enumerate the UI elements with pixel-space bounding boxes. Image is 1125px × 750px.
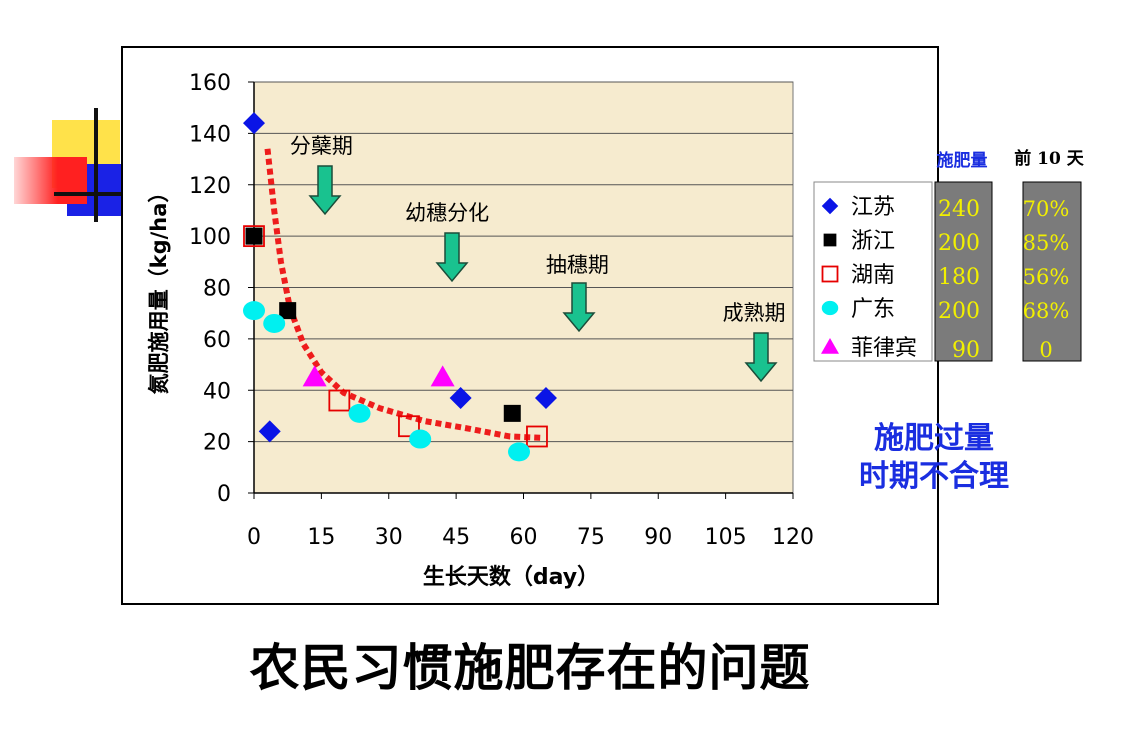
deco-red-square (14, 157, 87, 204)
x-tick-label-8: 120 (772, 525, 814, 550)
trend-line (264, 148, 542, 441)
note-line1: 施肥过量 (874, 421, 994, 456)
legend-label-jiangsu: 江苏 (851, 195, 895, 220)
amount-value-4: 90 (952, 338, 980, 363)
legend-label-philippines: 菲律宾 (851, 336, 917, 361)
corner-decoration (14, 108, 126, 222)
y-tick-label-2: 40 (203, 379, 231, 404)
tick-labels: 0 20 40 60 80 100 120 140 160 0 15 30 45 60 75 90 105 120 (189, 71, 814, 550)
point-hunan-2 (398, 415, 420, 438)
point-guangdong-4 (508, 442, 531, 462)
amount-column (934, 181, 993, 362)
x-tick-label-4: 60 (510, 525, 538, 550)
point-guangdong-0 (243, 301, 265, 321)
x-tick-label-3: 45 (442, 525, 470, 550)
stage-label-2: 抽穗期 (546, 253, 609, 277)
y-tick-label-7: 140 (189, 122, 231, 147)
page-title: 农民习惯施肥存在的问题 (249, 638, 811, 697)
legend-label-guangdong: 广东 (851, 297, 895, 322)
y-tick-label-6: 120 (189, 174, 231, 199)
point-jiangsu-3 (534, 386, 557, 409)
point-hunan-1 (328, 389, 351, 412)
amount-value-0: 240 (938, 197, 980, 222)
y-tick-label-8: 160 (189, 71, 231, 96)
stage-label-3: 成熟期 (723, 301, 786, 325)
stage-label-0: 分蘖期 (290, 134, 353, 158)
gridlines (254, 81, 793, 443)
legend-box (813, 181, 933, 362)
point-hunan-0 (243, 225, 265, 248)
point-guangdong-3 (409, 429, 432, 449)
x-tick-label-5: 75 (577, 525, 605, 550)
point-jiangsu-0 (243, 112, 265, 135)
amount-table: 施肥量 前 10 天 240 200 180 200 90 70% 85% 56% 68% 0 (934, 148, 1085, 363)
amount-header: 施肥量 (937, 150, 988, 171)
percent-value-3: 68% (1023, 299, 1070, 323)
point-zhejiang-1 (279, 302, 297, 320)
point-guangdong-2 (348, 403, 371, 423)
x-tick-label-2: 30 (375, 525, 403, 550)
legend-marker-zhejiang (823, 233, 837, 247)
stage-arrow-1 (435, 232, 469, 283)
data-points (243, 112, 557, 462)
amount-value-1: 200 (938, 231, 980, 256)
point-jiangsu-1 (258, 420, 281, 443)
before-column (1022, 181, 1082, 362)
percent-value-1: 85% (1023, 231, 1070, 255)
stage-arrow-0 (308, 165, 342, 216)
point-hunan-3 (526, 425, 548, 448)
point-jiangsu-2 (449, 386, 472, 409)
percent-value-4: 0 (1039, 338, 1052, 362)
y-tick-label-5: 100 (189, 225, 231, 250)
y-tick-label-0: 0 (217, 482, 231, 507)
point-zhejiang-2 (503, 404, 521, 422)
amount-value-2: 180 (938, 265, 980, 290)
stage-arrow-3 (744, 332, 778, 383)
x-axis-label: 生长天数（day） (423, 564, 599, 590)
y-tick-label-4: 80 (203, 277, 231, 302)
stage-arrow-2 (562, 282, 596, 333)
x-tick-label-0: 0 (247, 525, 261, 550)
legend-marker-guangdong (821, 300, 839, 316)
x-tick-label-1: 15 (307, 525, 335, 550)
y-tick-label-1: 20 (203, 431, 231, 456)
percent-value-0: 70% (1023, 197, 1070, 221)
legend-marker-hunan (821, 265, 839, 283)
legend-label-hunan: 湖南 (851, 263, 895, 288)
amount-value-3: 200 (938, 299, 980, 324)
point-philippines-0 (302, 365, 327, 387)
point-guangdong-1 (263, 313, 286, 333)
x-tick-label-6: 90 (644, 525, 672, 550)
note-line2: 时期不合理 (859, 459, 1009, 494)
before-header: 前 10 天 (1014, 148, 1084, 169)
y-tick-label-3: 60 (203, 328, 231, 353)
point-philippines-1 (430, 365, 455, 387)
legend-marker-jiangsu (821, 197, 839, 215)
point-zhejiang-0 (245, 227, 263, 245)
percent-value-2: 56% (1023, 265, 1070, 289)
y-axis-label: 氮肥施用量（kg/ha） (147, 182, 171, 395)
legend-marker-philippines (821, 338, 839, 354)
legend-label-zhejiang: 浙江 (851, 229, 895, 254)
x-tick-label-7: 105 (705, 525, 747, 550)
stage-label-1: 幼穗分化 (405, 201, 489, 225)
axes (248, 81, 794, 499)
